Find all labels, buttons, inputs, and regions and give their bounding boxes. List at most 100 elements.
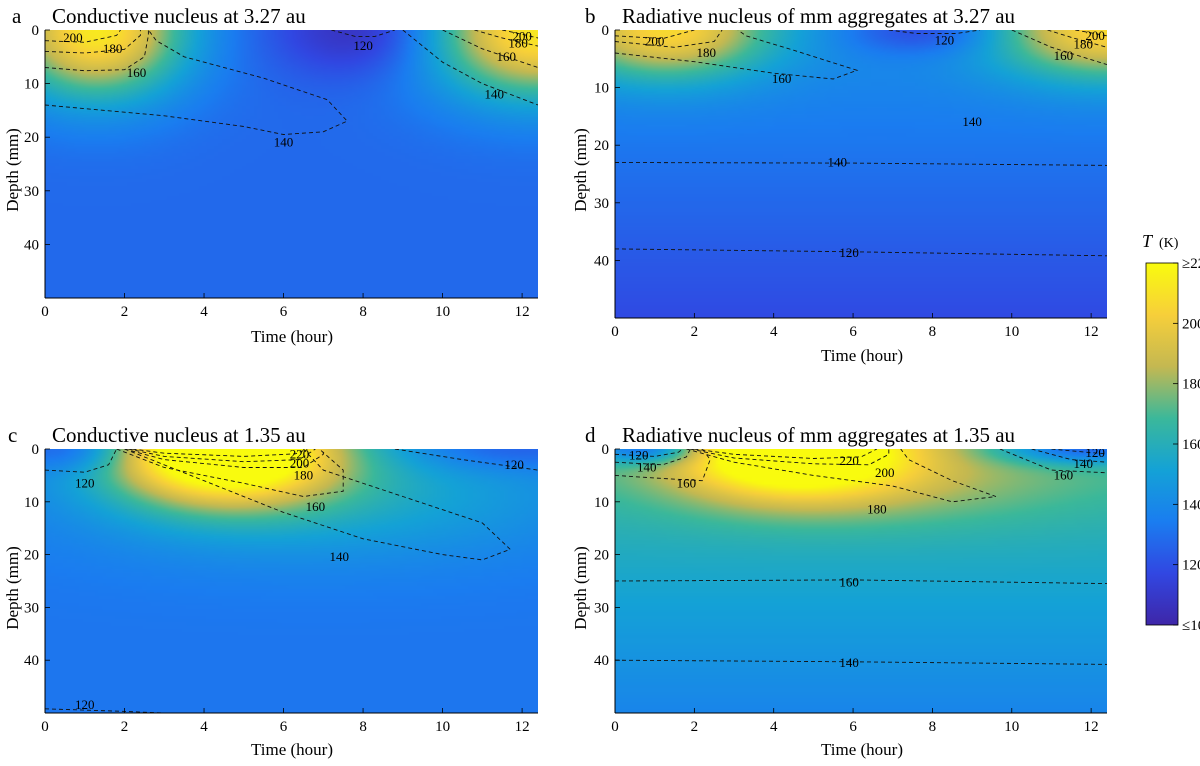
x-tick-label: 12 bbox=[515, 719, 530, 735]
panel-d-title: Radiative nucleus of mm aggregates at 1.… bbox=[622, 423, 1016, 447]
colorbar-tick-label: 180 bbox=[1182, 377, 1200, 393]
contour-label-140: 140 bbox=[839, 655, 859, 670]
panel-a: a Conductive nucleus at 3.27 au Time (ho… bbox=[3, 4, 333, 346]
y-tick-label: 10 bbox=[594, 81, 609, 97]
contour-label-160: 160 bbox=[1054, 48, 1074, 63]
colorbar-tick-label: 200 bbox=[1182, 316, 1200, 332]
contour-label-200: 200 bbox=[875, 465, 895, 480]
x-tick-label: 10 bbox=[1004, 719, 1019, 735]
x-tick-label: 6 bbox=[280, 719, 288, 735]
panel-a-heatmap bbox=[45, 30, 538, 298]
contour-label-180: 180 bbox=[508, 35, 528, 50]
contour-label-120: 120 bbox=[353, 38, 373, 53]
contour-line-220 bbox=[694, 449, 878, 459]
y-tick-label: 30 bbox=[594, 196, 609, 212]
contour-line-140 bbox=[124, 449, 512, 561]
panel-b-title: Radiative nucleus of mm aggregates at 3.… bbox=[622, 4, 1016, 28]
x-tick-label: 4 bbox=[200, 719, 208, 735]
contour-label-160: 160 bbox=[772, 71, 792, 86]
contour-line-180 bbox=[45, 30, 141, 54]
x-tick-label: 10 bbox=[435, 719, 450, 735]
contour-label-120: 120 bbox=[629, 447, 649, 462]
panel-a-title: Conductive nucleus at 3.27 au bbox=[52, 4, 306, 28]
x-tick-label: 4 bbox=[200, 304, 208, 320]
contour-line-120 bbox=[615, 449, 683, 457]
x-tick-label: 8 bbox=[359, 719, 367, 735]
contour-label-120: 120 bbox=[839, 245, 859, 260]
contour-line-160 bbox=[45, 30, 149, 72]
y-tick-label: 40 bbox=[594, 653, 609, 669]
panel-b-ylabel: Depth (mm) bbox=[571, 128, 590, 212]
contour-line-160 bbox=[442, 30, 538, 68]
y-tick-label: 20 bbox=[594, 548, 609, 564]
contour-line-160 bbox=[999, 449, 1107, 474]
x-tick-label: 10 bbox=[435, 304, 450, 320]
contour-line-120 bbox=[1051, 449, 1107, 455]
contour-line-120 bbox=[394, 449, 538, 471]
contour-line-160 bbox=[615, 579, 1107, 585]
contour-line-200 bbox=[1075, 30, 1107, 37]
y-tick-label: 30 bbox=[24, 184, 39, 200]
contour-label-180: 180 bbox=[697, 45, 717, 60]
contour-label-180: 180 bbox=[103, 41, 123, 56]
colorbar: T (K) ≥220 200 180 160 140 120 ≤100 bbox=[1142, 231, 1200, 634]
contour-label-220: 220 bbox=[839, 453, 859, 468]
contour-label-140: 140 bbox=[827, 154, 847, 169]
panel-c-xlabel: Time (hour) bbox=[251, 740, 333, 759]
panel-d: d Radiative nucleus of mm aggregates at … bbox=[571, 423, 1016, 759]
contour-line-120 bbox=[888, 30, 981, 34]
panel-c-title: Conductive nucleus at 1.35 au bbox=[52, 423, 306, 447]
y-tick-label: 0 bbox=[32, 23, 40, 39]
contour-line-180 bbox=[124, 449, 324, 468]
contour-line-160 bbox=[615, 30, 859, 80]
colorbar-tick-label: ≥220 bbox=[1182, 256, 1200, 272]
contour-line-160 bbox=[615, 449, 711, 482]
contour-line-160 bbox=[116, 449, 344, 497]
contour-label-200: 200 bbox=[1085, 28, 1105, 43]
y-tick-label: 10 bbox=[24, 77, 39, 93]
colorbar-tick-label: 120 bbox=[1182, 558, 1200, 574]
contour-label-200: 200 bbox=[512, 28, 532, 43]
x-tick-label: 8 bbox=[929, 719, 937, 735]
contour-label-200: 200 bbox=[63, 30, 83, 45]
panel-d-xlabel: Time (hour) bbox=[821, 740, 903, 759]
contour-label-120: 120 bbox=[935, 32, 955, 47]
contour-label-180: 180 bbox=[1073, 36, 1093, 51]
x-tick-label: 2 bbox=[691, 324, 699, 340]
panel-c: c Conductive nucleus at 1.35 au Time (ho… bbox=[3, 423, 333, 759]
x-tick-label: 8 bbox=[359, 304, 367, 320]
contour-label-160: 160 bbox=[1054, 467, 1074, 482]
panel-b-xlabel: Time (hour) bbox=[821, 346, 903, 365]
panel-b-heatmap bbox=[615, 30, 1107, 318]
contour-label-120: 120 bbox=[75, 475, 95, 490]
x-tick-label: 0 bbox=[611, 324, 619, 340]
contour-line-120 bbox=[615, 248, 1107, 257]
contour-label-120: 120 bbox=[1085, 445, 1105, 460]
contour-label-120: 120 bbox=[504, 457, 524, 472]
contour-line-140 bbox=[615, 659, 1107, 665]
panel-a-letter: a bbox=[12, 4, 22, 28]
y-tick-label: 0 bbox=[602, 442, 610, 458]
contour-label-120: 120 bbox=[75, 697, 95, 712]
x-tick-label: 12 bbox=[515, 304, 530, 320]
contour-line-220 bbox=[132, 449, 308, 457]
contour-label-200: 200 bbox=[645, 34, 665, 49]
colorbar-tick-label: 140 bbox=[1182, 497, 1200, 513]
y-tick-label: 30 bbox=[24, 600, 39, 616]
y-tick-label: 0 bbox=[602, 23, 610, 39]
contour-line-140 bbox=[615, 162, 1107, 166]
contour-line-180 bbox=[615, 30, 723, 48]
x-tick-label: 12 bbox=[1084, 719, 1099, 735]
contour-label-140: 140 bbox=[485, 86, 505, 101]
panel-d-heatmap bbox=[615, 449, 1107, 713]
contour-line-140 bbox=[615, 449, 691, 466]
